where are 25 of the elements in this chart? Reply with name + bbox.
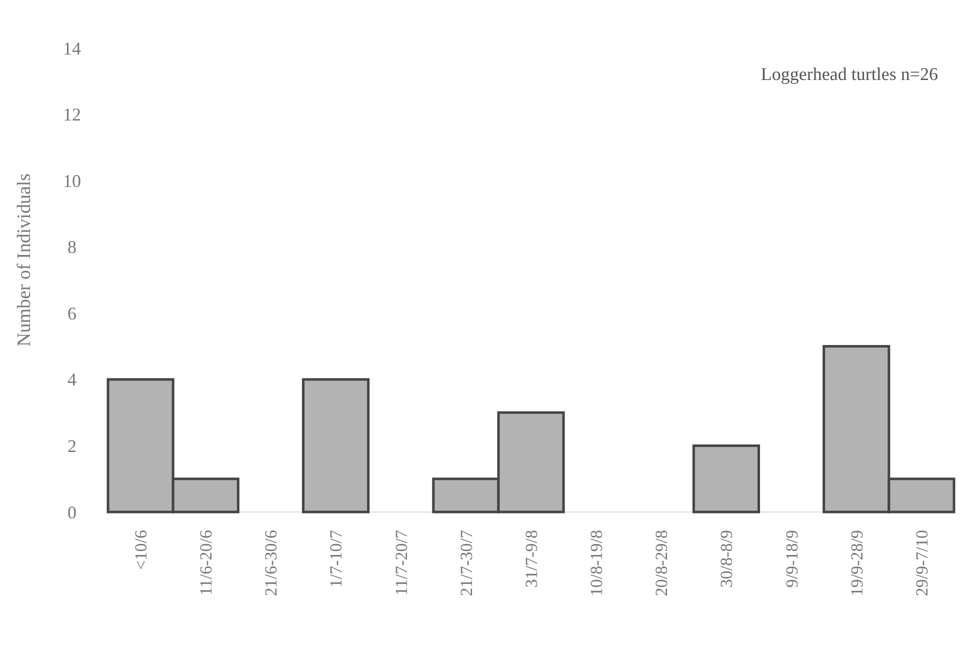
y-tick-label: 0 (68, 502, 76, 522)
x-tick-label: 11/6-20/6 (196, 530, 216, 596)
x-tick-label: <10/6 (131, 530, 150, 570)
x-tick-label: 21/7-30/7 (456, 530, 476, 596)
bar (692, 444, 760, 514)
x-tick-label: 10/8-19/8 (587, 530, 606, 596)
x-tick-label: 19/9-28/9 (847, 530, 866, 596)
bar (302, 378, 370, 514)
x-tick-label: 29/9-7/10 (912, 530, 932, 596)
y-axis-title: Number of Individuals (14, 173, 35, 347)
y-tick-label: 4 (68, 370, 76, 390)
x-tick-label: 21/6-30/6 (262, 530, 281, 596)
y-tick-label: 8 (68, 237, 76, 258)
annotation: Loggerhead turtles n=26 (760, 64, 938, 84)
x-tick-label: 1/7-10/7 (326, 530, 346, 588)
y-tick-label: 14 (63, 38, 81, 58)
y-tick-label: 6 (68, 303, 76, 324)
y-tick-label: 10 (63, 170, 81, 191)
x-tick-label: 31/7-9/8 (522, 530, 541, 588)
x-tick-label: 30/8-8/9 (717, 530, 736, 588)
y-tick-label: 12 (63, 104, 81, 125)
x-tick-label: 20/8-29/8 (652, 530, 672, 596)
x-tick-label: 11/7-20/7 (392, 530, 411, 596)
x-tick-label: 9/9-18/9 (782, 530, 802, 588)
y-tick-label: 2 (68, 436, 76, 456)
